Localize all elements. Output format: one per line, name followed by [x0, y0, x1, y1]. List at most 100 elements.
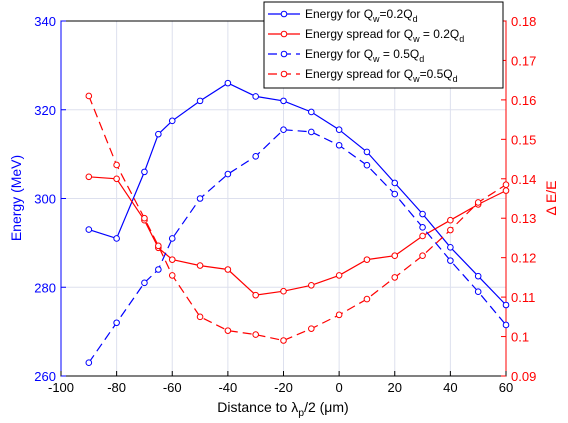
- data-point: [308, 281, 315, 289]
- data-point: [391, 190, 399, 198]
- legend-swatch-marker: [280, 50, 288, 58]
- series-line: [88, 176, 507, 296]
- legend-text-part: Energy spread for Q: [305, 67, 413, 81]
- data-point: [391, 252, 399, 259]
- data-point: [363, 295, 371, 303]
- data-point: [419, 210, 426, 218]
- data-point: [335, 272, 343, 279]
- data-point: [308, 108, 315, 116]
- data-point: [224, 170, 232, 178]
- data-point: [419, 232, 426, 240]
- series-line: [88, 82, 507, 306]
- data-point: [196, 262, 204, 269]
- data-point: [85, 359, 93, 366]
- data-point: [502, 187, 510, 194]
- data-point: [224, 266, 232, 273]
- x-axis-label: Distance to λp/2 (μm): [217, 399, 348, 419]
- x-tick-label: 0: [336, 380, 343, 395]
- data-point: [252, 331, 259, 338]
- legend-text-part: d: [413, 14, 418, 24]
- legend-text-part: = 0.5Q: [380, 47, 420, 61]
- data-point: [141, 168, 148, 176]
- data-point: [155, 266, 162, 273]
- legend-text-part: =0.5Q: [420, 67, 453, 81]
- legend-text-part: w: [372, 54, 380, 64]
- data-point: [280, 287, 287, 295]
- data-point: [447, 257, 454, 264]
- x-axis-label-part: p: [298, 407, 304, 419]
- data-point: [308, 325, 315, 332]
- data-point: [363, 148, 371, 156]
- legend-entry-label: Energy for Qw=0.2Qd: [305, 7, 418, 24]
- data-point: [335, 311, 343, 319]
- x-tick-label: -80: [107, 380, 126, 395]
- x-axis-ticks: -100 -80 -60 -40 -20 0 20 40 60: [48, 371, 513, 395]
- data-point: [502, 301, 510, 309]
- data-point: [335, 126, 343, 134]
- x-axis-label-part: μ: [324, 399, 332, 415]
- x-axis-label-part: /2 (: [304, 399, 325, 415]
- data-point: [502, 181, 510, 188]
- y-right-axis-label: Δ E/E: [543, 180, 559, 215]
- series-line: [88, 95, 507, 342]
- data-point: [363, 256, 371, 263]
- y-right-tick-label: 0.13: [511, 211, 536, 226]
- y-right-tick-label: 0.14: [511, 172, 536, 187]
- series-1: [85, 79, 510, 309]
- y-left-axis-label: Energy (MeV): [8, 155, 24, 241]
- legend-text-part: Energy for Q: [305, 47, 373, 61]
- legend-text-part: =0.2Q: [380, 7, 413, 21]
- x-axis-label-part: λ: [291, 399, 298, 415]
- y-right-tick-label: 0.17: [511, 53, 536, 68]
- x-tick-label: -40: [218, 380, 237, 395]
- legend-entry-label: Energy spread for Qw=0.5Qd: [305, 67, 458, 84]
- y-left-tick-label: 300: [34, 192, 56, 207]
- y-left-tick-label: 260: [34, 369, 56, 384]
- x-tick-label: 40: [443, 380, 457, 395]
- series-line: [88, 129, 507, 364]
- data-point: [168, 272, 176, 279]
- y-right-tick-label: 0.15: [511, 132, 536, 147]
- data-point: [447, 244, 454, 251]
- series-4: [85, 92, 510, 344]
- data-point: [280, 126, 287, 134]
- y-right-axis-ticks: 0.09 0.1 0.11 0.12 0.13 0.14 0.15 0.16 0.17 0.18: [501, 14, 536, 384]
- legend-swatch-marker: [280, 70, 288, 78]
- legend-text-part: Energy for Q: [305, 7, 373, 21]
- data-point: [85, 173, 93, 181]
- y-left-tick-label: 280: [34, 280, 56, 295]
- legend-swatch-marker: [280, 10, 288, 18]
- data-point: [113, 235, 120, 242]
- data-point: [252, 93, 259, 100]
- x-tick-label: -20: [274, 380, 293, 395]
- y-right-tick-label: 0.1: [511, 330, 529, 345]
- data-point: [196, 313, 204, 321]
- series-2: [85, 173, 510, 299]
- y-right-tick-label: 0.09: [511, 369, 536, 384]
- legend-entry-label: Energy for Qw = 0.5Qd: [305, 47, 424, 64]
- data-point: [419, 252, 426, 259]
- data-point: [335, 141, 343, 149]
- data-point: [280, 337, 287, 344]
- x-tick-label: -60: [163, 380, 182, 395]
- data-point: [474, 199, 482, 206]
- data-point: [168, 256, 176, 263]
- legend-box: [263, 1, 504, 89]
- data-point: [155, 130, 162, 138]
- data-point: [502, 321, 510, 329]
- series-3: [85, 126, 510, 366]
- data-point: [196, 195, 204, 202]
- x-axis-label-part: Distance to: [217, 399, 291, 415]
- x-tick-label: 60: [499, 380, 513, 395]
- legend-text-part: d: [419, 54, 424, 64]
- data-point: [168, 235, 176, 242]
- data-point: [391, 179, 399, 187]
- legend-text-part: d: [453, 74, 458, 84]
- data-point: [252, 153, 259, 160]
- legend-swatch-marker: [280, 30, 288, 38]
- y-left-tick-label: 320: [34, 103, 56, 118]
- legend-text-part: Energy spread for Q: [305, 27, 413, 41]
- data-point: [113, 175, 120, 183]
